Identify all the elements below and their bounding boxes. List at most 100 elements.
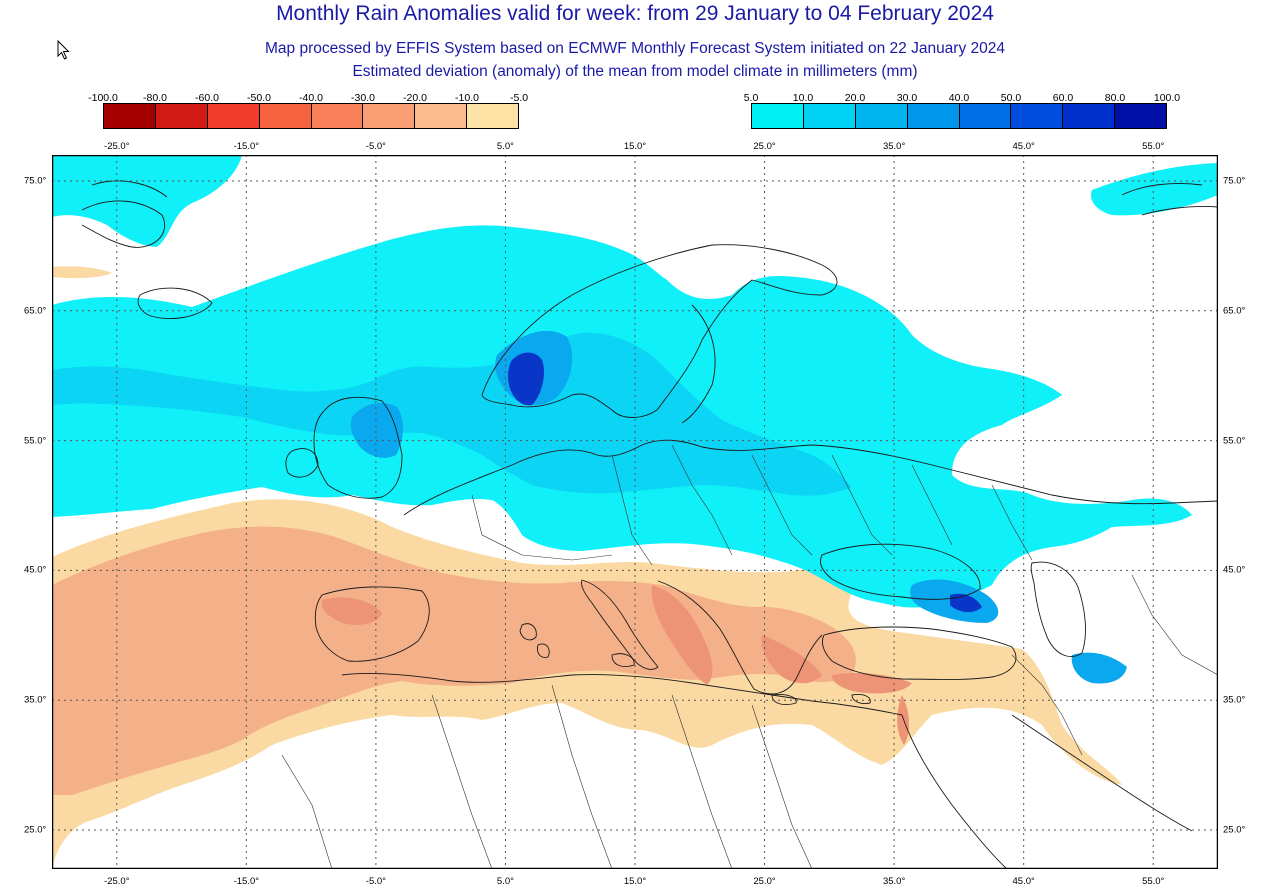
map-subtitle-description: Estimated deviation (anomaly) of the mea… (352, 63, 918, 80)
positive-legend-label: 40.0 (948, 92, 970, 104)
latitude-tick-label: 75.0° (24, 175, 47, 187)
longitude-tick-label: 45.0° (1012, 876, 1035, 887)
svalbard-novaya (1121, 183, 1218, 216)
latitude-tick-label: 35.0° (1223, 694, 1246, 706)
latitude-tick-label: 35.0° (24, 694, 47, 706)
british-isles (285, 396, 403, 499)
negative-legend-label: -30.0 (351, 92, 375, 104)
positive-legend-label: 60.0 (1052, 92, 1074, 104)
dry-strong-patch-iberia (321, 597, 382, 625)
red-sea-coast (901, 714, 1008, 869)
longitude-tick-label: -15.0° (233, 141, 260, 152)
wet-anomaly-areas (52, 155, 1218, 684)
latitude-tick-label: 55.0° (24, 435, 47, 447)
iberia-coast (314, 586, 430, 662)
positive-legend-label: 10.0 (792, 92, 814, 104)
positive-legend-swatch (1063, 104, 1116, 128)
mediterranean-islands (519, 623, 871, 706)
negative-legend-label: -100.0 (88, 92, 118, 104)
longitude-tick-label: 15.0° (623, 876, 647, 887)
europe-mainland (403, 439, 1218, 516)
longitude-tick-label: 55.0° (1142, 141, 1165, 152)
latitude-tick-label: 25.0° (1223, 824, 1246, 836)
negative-legend-label: -40.0 (299, 92, 323, 104)
negative-legend-label: -20.0 (403, 92, 427, 104)
negative-legend-label: -50.0 (247, 92, 271, 104)
negative-legend-swatch (467, 104, 518, 128)
balkans-coast (657, 580, 823, 695)
positive-legend-label: 80.0 (1104, 92, 1126, 104)
map-subtitle-processing: Map processed by EFFIS System based on E… (264, 40, 1006, 57)
negative-anomaly-colorbar (103, 103, 519, 129)
wet-mid-main (52, 332, 852, 496)
latitude-tick-label: 75.0° (1223, 175, 1246, 187)
longitude-tick-label: -5.0° (365, 876, 386, 887)
longitude-tick-label: 5.0° (496, 876, 514, 887)
longitude-tick-label: -25.0° (104, 141, 130, 152)
wet-peak-georgia (950, 593, 982, 613)
positive-legend-swatch (803, 104, 856, 128)
negative-legend-label: -10.0 (455, 92, 479, 104)
positive-legend-label: 20.0 (844, 92, 866, 104)
finland-border (681, 304, 716, 424)
longitude-tick-label: -5.0° (365, 141, 386, 152)
dry-strong-patch-levant (897, 695, 909, 745)
dry-strong-patch-aegean (761, 635, 822, 684)
positive-legend-swatch (855, 104, 908, 128)
negative-legend-swatch (363, 104, 416, 128)
country-borders (281, 444, 1218, 869)
negative-legend-label: -80.0 (143, 92, 167, 104)
positive-legend-swatch (752, 104, 804, 128)
positive-legend-swatch (907, 104, 960, 128)
longitude-tick-label: 15.0° (623, 141, 647, 152)
longitude-tick-label: 5.0° (496, 141, 514, 152)
mouse-pointer-icon (57, 40, 70, 60)
rain-anomaly-map (52, 155, 1218, 869)
longitude-tick-label: 45.0° (1012, 141, 1035, 152)
wet-strong-scotland (350, 402, 403, 458)
map-frame (52, 155, 1218, 869)
negative-legend-swatch (415, 104, 468, 128)
longitude-tick-label: 55.0° (1142, 876, 1165, 887)
longitude-tick-label: 35.0° (882, 141, 906, 152)
negative-legend-label: -5.0 (509, 92, 529, 104)
negative-legend-swatch (104, 104, 156, 128)
positive-anomaly-colorbar (751, 103, 1167, 129)
positive-legend-label: 50.0 (1000, 92, 1022, 104)
gulf-coast (1011, 714, 1193, 832)
dry-anomaly-areas (52, 266, 1122, 869)
black-sea (820, 543, 981, 600)
north-africa-coast (341, 672, 903, 716)
negative-legend-label: -60.0 (195, 92, 219, 104)
positive-legend-swatch (959, 104, 1012, 128)
iceland-coast (137, 287, 213, 320)
wet-peak-norway (508, 352, 544, 406)
negative-legend-swatch (207, 104, 260, 128)
latitude-tick-label: 45.0° (1223, 564, 1246, 576)
wet-region-barents (1091, 163, 1218, 216)
longitude-tick-label: 25.0° (753, 876, 776, 887)
positive-legend-swatch (1011, 104, 1064, 128)
latitude-tick-label: 25.0° (24, 824, 47, 836)
longitude-tick-label: 35.0° (882, 876, 906, 887)
positive-legend-label: 100.0 (1153, 92, 1181, 104)
turkey-coast (821, 626, 1017, 680)
positive-legend-label: 5.0 (743, 92, 759, 104)
negative-legend-swatch (259, 104, 312, 128)
coastlines (81, 180, 1218, 869)
longitude-tick-label: 25.0° (753, 141, 776, 152)
latitude-tick-label: 65.0° (1223, 305, 1246, 317)
longitude-tick-label: -15.0° (233, 876, 260, 887)
caspian-sea (1030, 561, 1086, 657)
positive-legend-label: 30.0 (896, 92, 918, 104)
negative-legend-swatch (155, 104, 208, 128)
longitude-tick-label: -25.0° (104, 876, 130, 887)
italy-coast (581, 579, 659, 670)
latitude-tick-label: 45.0° (24, 564, 47, 576)
wet-strong-caspian (1071, 652, 1127, 684)
greenland-coast (81, 180, 168, 248)
latitude-tick-label: 55.0° (1223, 435, 1246, 447)
negative-legend-swatch (311, 104, 364, 128)
lat-lon-grid (52, 155, 1218, 869)
dry-patch-greenland (52, 266, 112, 279)
